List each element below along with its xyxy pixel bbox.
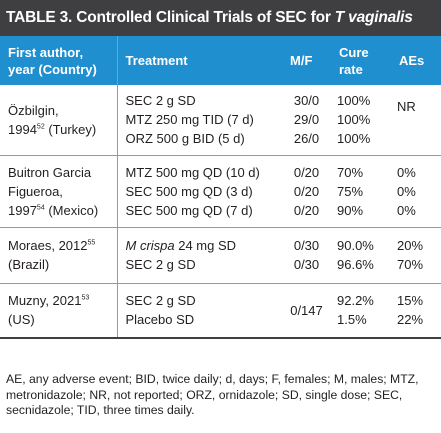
cure-cell: 100% 100% 100%	[337, 93, 371, 147]
table-title-text: TABLE 3. Controlled Clinical Trials of S…	[6, 9, 335, 26]
table-row: Moraes, 201255 (Brazil) M crispa 24 mg SD…	[0, 227, 441, 283]
header-cure: Cure rate	[339, 44, 369, 77]
mf-cell: 0/147	[290, 302, 323, 318]
treatment-cell: MTZ 500 mg QD (10 d) SEC 500 mg QD (3 d) S…	[125, 164, 260, 218]
table-row: Muzny, 202153 (US) SEC 2 g SD Placebo SD 0…	[0, 283, 441, 338]
table-row: Buitron Garcia Figueroa, 199754 (Mexico) M…	[0, 155, 441, 227]
table-row: Özbilgin, 199452 (Turkey) SEC 2 g SD MTZ 2…	[0, 85, 441, 155]
header-treatment: Treatment	[125, 53, 188, 68]
mf-cell: 0/20 0/20 0/20	[293, 164, 320, 218]
aes-cell: 0% 0% 0%	[397, 164, 416, 218]
author-cell: Özbilgin, 199452 (Turkey)	[0, 85, 118, 155]
author-cell: Muzny, 202153 (US)	[0, 283, 118, 338]
cure-cell: 90.0% 96.6%	[337, 238, 374, 272]
mf-cell: 0/30 0/30	[293, 238, 320, 272]
table-footnote: AE, any adverse event; BID, twice daily;…	[6, 372, 419, 417]
header-mf: M/F	[290, 53, 313, 68]
table-title: TABLE 3. Controlled Clinical Trials of S…	[0, 0, 441, 36]
treatment-cell: M crispa 24 mg SD SEC 2 g SD	[125, 238, 237, 272]
aes-cell: 15% 22%	[397, 293, 424, 328]
cure-cell: 70% 75% 90%	[337, 164, 364, 218]
aes-cell: 20% 70%	[397, 238, 424, 272]
aes-cell: NR	[397, 99, 416, 114]
treatment-cell: SEC 2 g SD MTZ 250 mg TID (7 d) ORZ 500 g …	[125, 93, 254, 147]
cure-cell: 92.2% 1.5%	[337, 293, 374, 328]
mf-cell: 30/0 29/0 26/0	[293, 93, 320, 147]
author-cell: Moraes, 201255 (Brazil)	[0, 227, 118, 283]
trials-table: First author, year (Country) Treatment M/…	[0, 36, 441, 339]
header-aes: AEs	[399, 53, 425, 68]
treatment-cell: SEC 2 g SD Placebo SD	[125, 293, 196, 328]
author-cell: Buitron Garcia Figueroa, 199754 (Mexico)	[0, 155, 118, 227]
header-author: First author, year (Country)	[0, 36, 118, 85]
header-row: First author, year (Country) Treatment M/…	[0, 36, 441, 85]
table-title-organism: T vaginalis	[334, 9, 413, 26]
